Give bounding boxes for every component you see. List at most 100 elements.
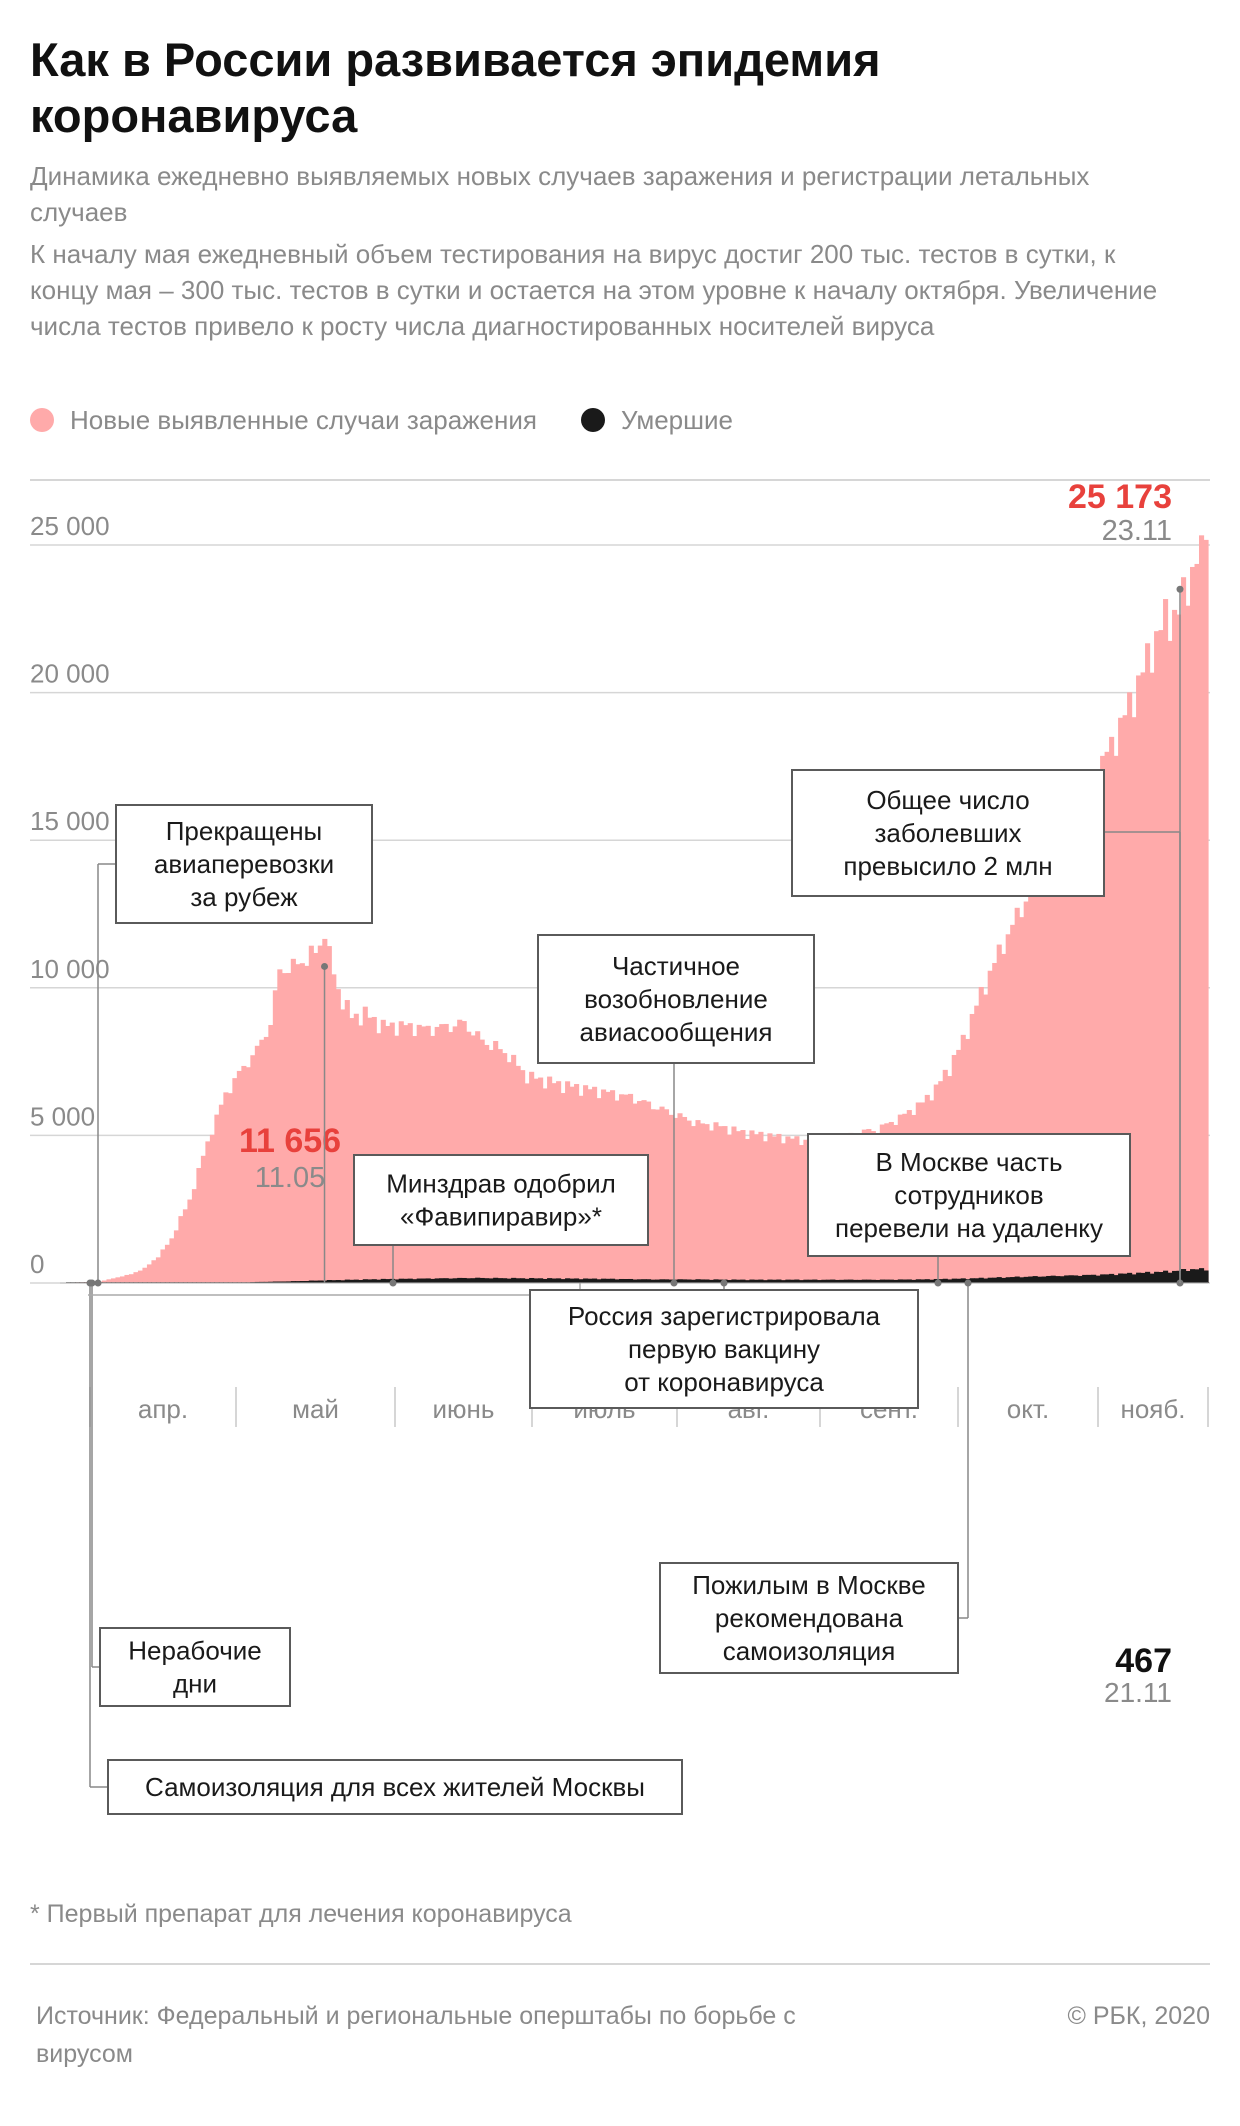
- death-bar: [1050, 1275, 1056, 1283]
- case-bar: [1194, 563, 1200, 1283]
- case-bar: [663, 1109, 670, 1283]
- case-bar: [272, 990, 278, 1283]
- death-bar: [601, 1278, 607, 1283]
- death-bar: [254, 1281, 260, 1283]
- case-bar: [992, 962, 998, 1283]
- death-bar: [641, 1279, 647, 1283]
- case-bar: [326, 946, 332, 1283]
- death-bar: [326, 1279, 332, 1283]
- death-bar: [663, 1279, 670, 1283]
- death-bar: [470, 1278, 476, 1283]
- case-bar: [200, 1155, 206, 1283]
- case-bar: [124, 1274, 130, 1283]
- annotation-anchor-dot: [964, 1279, 972, 1287]
- case-bar: [996, 944, 1002, 1283]
- footnote: * Первый препарат для лечения коронавиру…: [30, 1900, 572, 1928]
- death-bar: [821, 1279, 827, 1283]
- death-bar: [434, 1278, 440, 1283]
- case-bar: [713, 1122, 719, 1283]
- case-bar: [1154, 631, 1160, 1283]
- case-bar: [1185, 605, 1191, 1283]
- death-bar: [1010, 1277, 1016, 1283]
- death-bar: [915, 1279, 921, 1283]
- case-bar: [785, 1136, 791, 1283]
- death-bar: [834, 1279, 840, 1283]
- case-bar: [726, 1134, 733, 1283]
- death-bar: [398, 1278, 404, 1283]
- case-bar: [1041, 869, 1047, 1283]
- case-bar: [1176, 614, 1182, 1283]
- annotation-anchor-dot: [670, 1279, 678, 1287]
- death-bar: [1023, 1276, 1029, 1283]
- death-bar: [628, 1278, 634, 1283]
- death-bar: [731, 1279, 737, 1283]
- case-bar: [789, 1138, 795, 1283]
- death-bar: [1154, 1271, 1160, 1283]
- case-bar: [1032, 872, 1038, 1283]
- death-bar: [592, 1278, 598, 1283]
- death-bar: [911, 1279, 917, 1283]
- death-bar: [771, 1279, 777, 1283]
- case-bar: [1019, 917, 1025, 1283]
- death-bar: [969, 1278, 975, 1283]
- last-peak-dot: [1176, 585, 1184, 593]
- death-bar: [762, 1280, 768, 1283]
- annotation-text: Общее число: [866, 785, 1029, 815]
- death-bar: [533, 1278, 539, 1283]
- chart-subtitle: Динамика ежедневно выявляемых новых случ…: [30, 161, 1090, 227]
- death-bar: [857, 1279, 863, 1283]
- case-bar: [1203, 539, 1209, 1283]
- case-bar: [681, 1116, 688, 1283]
- case-bar: [767, 1133, 773, 1283]
- death-bar: [947, 1279, 953, 1283]
- death-bar: [529, 1277, 535, 1283]
- death-bar: [695, 1279, 701, 1283]
- case-bar: [1068, 804, 1074, 1283]
- y-tick-label: 10 000: [30, 954, 110, 984]
- death-bar: [785, 1279, 791, 1283]
- death-bar: [825, 1279, 831, 1283]
- death-bar: [277, 1281, 283, 1283]
- death-bar: [304, 1280, 310, 1283]
- case-bar: [317, 945, 323, 1283]
- case-bar: [1077, 812, 1083, 1283]
- death-bar: [888, 1279, 894, 1283]
- case-bar: [187, 1199, 193, 1283]
- death-bar: [574, 1278, 580, 1283]
- death-bar: [610, 1278, 616, 1283]
- case-bar: [798, 1145, 804, 1283]
- death-bar: [619, 1278, 625, 1283]
- death-bar: [1032, 1276, 1038, 1283]
- annotation-box: [107, 1759, 683, 1815]
- death-bar: [1001, 1277, 1007, 1283]
- death-bar: [452, 1278, 458, 1283]
- death-bar: [578, 1279, 584, 1283]
- case-bar: [398, 1021, 404, 1283]
- death-bar: [1172, 1270, 1178, 1283]
- case-bar: [115, 1277, 121, 1283]
- case-bar: [686, 1120, 692, 1283]
- death-bar: [1158, 1272, 1164, 1283]
- case-bar: [1127, 692, 1133, 1283]
- death-bar: [335, 1280, 341, 1283]
- case-bar: [1037, 879, 1043, 1283]
- case-bar: [1028, 888, 1034, 1283]
- annotation-text: Минздрав одобрил: [386, 1169, 616, 1199]
- legend-deaths-label: Умершие: [620, 404, 733, 435]
- death-bar: [1046, 1275, 1052, 1283]
- case-bar: [128, 1274, 135, 1283]
- y-tick-label: 15 000: [30, 806, 110, 836]
- death-bar: [268, 1281, 274, 1283]
- death-bar: [1055, 1276, 1061, 1283]
- case-bar: [1046, 851, 1052, 1283]
- death-bar: [1073, 1275, 1079, 1283]
- death-bar: [551, 1278, 557, 1283]
- case-bar: [263, 1036, 269, 1283]
- copyright: © РБК, 2020: [1067, 2002, 1210, 2030]
- death-bar: [565, 1278, 571, 1283]
- case-bar: [762, 1141, 768, 1283]
- case-bar: [241, 1065, 247, 1283]
- annotation-box: [353, 1154, 649, 1246]
- death-bar: [1100, 1274, 1106, 1283]
- deaths-swatch-icon: [580, 408, 605, 432]
